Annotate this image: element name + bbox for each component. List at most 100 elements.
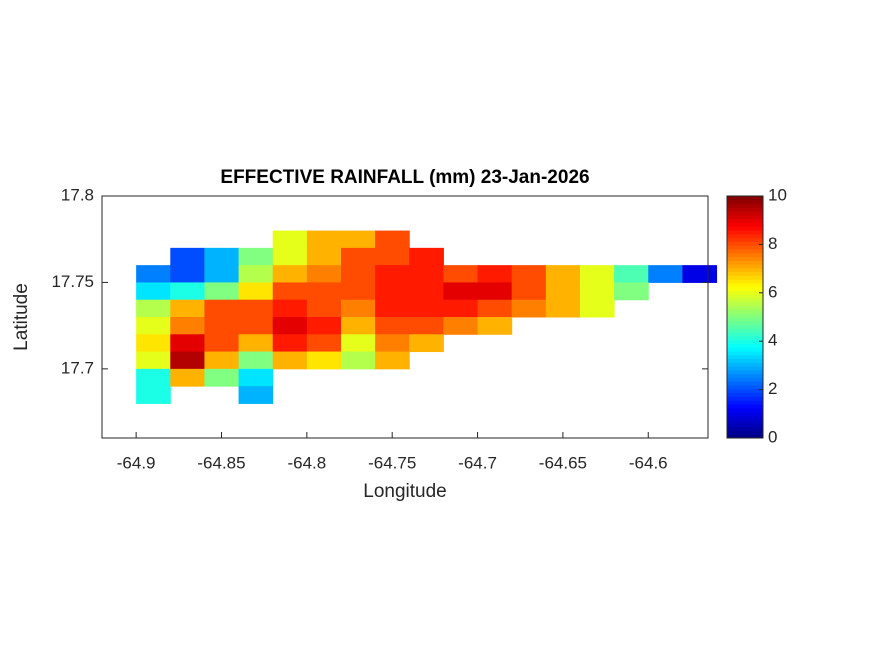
raster-cell <box>511 282 547 301</box>
raster-cell <box>545 299 581 318</box>
colorbar-band <box>727 328 763 333</box>
colorbar-band <box>727 419 763 424</box>
chart-title: EFFECTIVE RAINFALL (mm) 23-Jan-2026 <box>220 167 589 188</box>
raster-cell <box>409 317 444 335</box>
raster-cell <box>375 334 410 353</box>
y-tick-label: 17.7 <box>61 358 94 377</box>
colorbar-band <box>727 335 763 341</box>
raster-cell <box>443 299 479 318</box>
raster-cell <box>579 265 615 283</box>
raster-cell <box>238 334 274 353</box>
raster-cell <box>443 317 479 335</box>
raster-cell <box>170 282 205 301</box>
raster-cell <box>170 351 205 370</box>
colorbar-band <box>727 351 763 356</box>
raster-cell <box>306 317 342 335</box>
raster-cell <box>443 282 479 301</box>
raster-cell <box>204 299 240 318</box>
colorbar-band <box>727 282 763 288</box>
x-tick-label: -64.8 <box>287 453 326 472</box>
colorbar-band <box>727 252 763 257</box>
colorbar-band <box>727 203 763 208</box>
colorbar-band <box>727 199 763 205</box>
raster-cell <box>682 265 718 283</box>
x-tick-label: -64.6 <box>629 453 668 472</box>
raster-cell <box>545 282 581 301</box>
raster-cell <box>409 247 444 266</box>
raster-cell <box>272 265 308 283</box>
raster-cell <box>238 265 274 283</box>
raster-cell <box>340 317 376 335</box>
y-tick-label: 17.75 <box>51 272 94 291</box>
raster-cell <box>648 265 683 283</box>
colorbar-band <box>727 403 763 409</box>
colorbar-band <box>727 377 763 382</box>
colorbar-band <box>727 267 763 273</box>
colorbar-band <box>727 332 763 337</box>
raster-cell <box>204 317 240 335</box>
colorbar-band <box>727 207 763 212</box>
x-tick-label: -64.85 <box>197 453 245 472</box>
colorbar-band <box>727 411 763 416</box>
raster-cell <box>375 247 410 266</box>
raster-cell <box>238 386 274 404</box>
colorbar-band <box>727 279 763 284</box>
raster-cell <box>340 230 376 249</box>
raster-cell <box>545 265 581 283</box>
raster-cell <box>340 334 376 353</box>
colorbar-band <box>727 354 763 360</box>
colorbar-tick-label: 8 <box>768 234 777 253</box>
raster-cell <box>340 299 376 318</box>
colorbar-band <box>727 381 763 386</box>
raster-cell <box>170 334 205 353</box>
colorbar-band <box>727 339 763 344</box>
colorbar-band <box>727 400 763 405</box>
colorbar-band <box>727 362 763 367</box>
colorbar-band <box>727 369 763 375</box>
raster-cell <box>375 317 410 335</box>
raster-cell <box>306 334 342 353</box>
raster-cell <box>375 299 410 318</box>
colorbar-band <box>727 426 763 431</box>
raster-cell <box>272 299 308 318</box>
raster-cell <box>136 265 171 283</box>
colorbar-band <box>727 241 763 246</box>
colorbar <box>727 196 763 439</box>
raster-cell <box>375 265 410 283</box>
colorbar-band <box>727 237 763 242</box>
colorbar-band <box>727 309 763 314</box>
x-tick-label: -64.7 <box>458 453 497 472</box>
raster-cell <box>170 247 205 266</box>
colorbar-band <box>727 264 763 269</box>
colorbar-band <box>727 317 763 322</box>
raster-cell <box>306 282 342 301</box>
raster-cell <box>238 282 274 301</box>
colorbar-band <box>727 290 763 295</box>
raster-cell <box>136 386 171 404</box>
raster-cell <box>136 282 171 301</box>
colorbar-band <box>727 324 763 329</box>
colorbar-band <box>727 347 763 352</box>
colorbar-band <box>727 226 763 231</box>
raster-cell <box>443 265 479 283</box>
raster-cell <box>614 265 649 283</box>
raster-cell <box>340 265 376 283</box>
raster-cell <box>238 351 274 370</box>
colorbar-band <box>727 294 763 299</box>
colorbar-tick-label: 6 <box>768 282 777 301</box>
raster-cell <box>170 368 205 387</box>
raster-cell <box>306 299 342 318</box>
raster-cell <box>409 299 444 318</box>
colorbar-band <box>727 313 763 318</box>
x-tick-label: -64.9 <box>117 453 156 472</box>
raster-cell <box>579 282 615 301</box>
colorbar-band <box>727 392 763 397</box>
raster-cell <box>272 282 308 301</box>
raster-cell <box>375 351 410 370</box>
colorbar-band <box>727 407 763 413</box>
raster-cell <box>136 299 171 318</box>
raster-cell <box>136 317 171 335</box>
raster-cell <box>409 334 444 353</box>
colorbar-band <box>727 388 763 394</box>
